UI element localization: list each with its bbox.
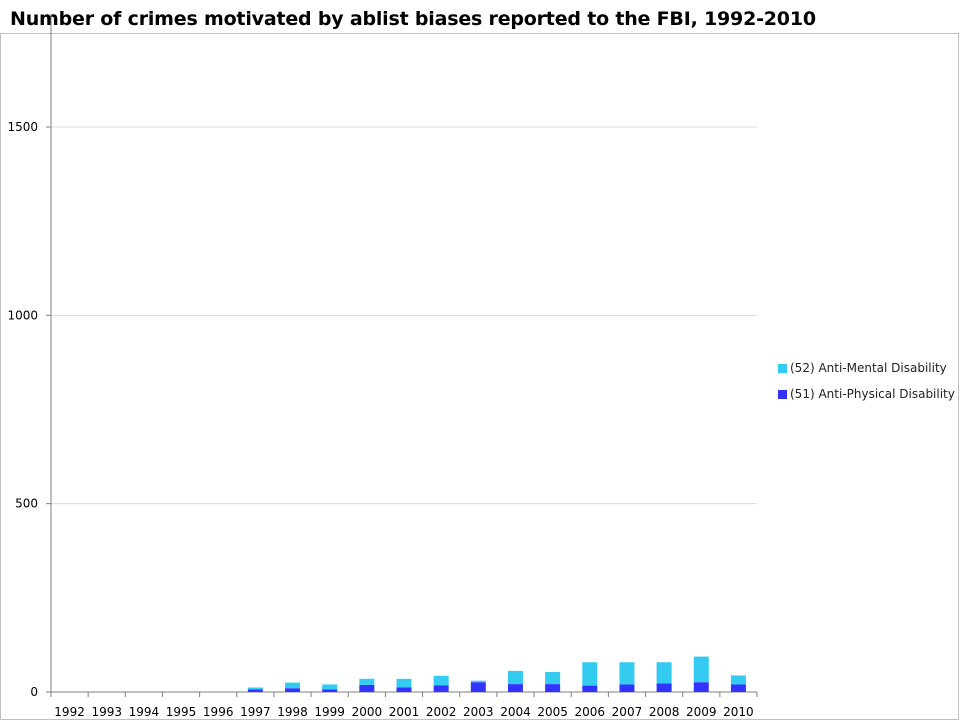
- bar-2001-series-1: [396, 678, 412, 688]
- bar-2002-series-1: [433, 675, 449, 686]
- bar-1997-series-1: [247, 687, 263, 690]
- x-tick-label-2003: 2003: [463, 705, 494, 719]
- bar-2005-series-1: [545, 672, 561, 685]
- bar-2008-series-1: [656, 662, 672, 684]
- x-tick-label-2005: 2005: [537, 705, 568, 719]
- bar-2007-series-0: [619, 684, 635, 692]
- bar-1999-series-0: [322, 689, 338, 692]
- y-tick-label-1500: 1500: [7, 120, 38, 134]
- legend-label-mental: (52) Anti-Mental Disability: [790, 361, 947, 375]
- x-tick-label-2009: 2009: [686, 705, 717, 719]
- bar-2005-series-0: [545, 684, 561, 692]
- y-tick-label-0: 0: [30, 685, 38, 699]
- bar-2003-series-0: [470, 682, 486, 692]
- bar-2004-series-1: [507, 670, 523, 685]
- bar-2002-series-0: [433, 685, 449, 692]
- bar-2006-series-0: [582, 685, 598, 692]
- legend: (52) Anti-Mental Disability (51) Anti-Ph…: [778, 360, 955, 412]
- legend-swatch-mental: [778, 363, 787, 373]
- x-tick-label-1995: 1995: [166, 705, 197, 719]
- y-tick-label-1000: 1000: [7, 308, 38, 322]
- legend-swatch-physical: [778, 389, 787, 399]
- x-tick-label-1992: 1992: [54, 705, 85, 719]
- legend-label-physical: (51) Anti-Physical Disability: [790, 387, 955, 401]
- bar-1997-series-0: [247, 689, 263, 692]
- bar-2006-series-1: [582, 662, 598, 686]
- bar-2007-series-1: [619, 662, 635, 685]
- x-tick-label-2008: 2008: [649, 705, 680, 719]
- bar-2000-series-0: [359, 684, 375, 692]
- bar-1998-series-1: [285, 682, 301, 689]
- legend-item-mental: (52) Anti-Mental Disability: [778, 360, 955, 376]
- bar-2010-series-1: [730, 675, 746, 685]
- bar-2009-series-0: [693, 682, 709, 692]
- bar-2009-series-1: [693, 656, 709, 683]
- x-tick-label-2006: 2006: [575, 705, 606, 719]
- x-tick-label-2002: 2002: [426, 705, 457, 719]
- bar-2010-series-0: [730, 684, 746, 692]
- bar-2003-series-1: [470, 680, 486, 683]
- x-tick-label-1999: 1999: [314, 705, 345, 719]
- x-tick-label-1993: 1993: [91, 705, 122, 719]
- x-tick-label-2004: 2004: [500, 705, 531, 719]
- legend-item-physical: (51) Anti-Physical Disability: [778, 386, 955, 402]
- chart-title: Number of crimes motivated by ablist bia…: [10, 8, 816, 30]
- bar-1998-series-0: [285, 688, 301, 692]
- bar-1999-series-1: [322, 684, 338, 690]
- bar-2001-series-0: [396, 687, 412, 692]
- x-tick-label-1994: 1994: [129, 705, 160, 719]
- x-tick-label-2007: 2007: [612, 705, 643, 719]
- x-tick-label-1998: 1998: [277, 705, 308, 719]
- bar-2000-series-1: [359, 678, 375, 685]
- y-tick-label-500: 500: [15, 497, 38, 511]
- x-tick-label-2010: 2010: [723, 705, 754, 719]
- x-tick-label-2000: 2000: [352, 705, 383, 719]
- x-tick-label-1997: 1997: [240, 705, 271, 719]
- bar-2004-series-0: [507, 684, 523, 692]
- bar-2008-series-0: [656, 683, 672, 692]
- x-tick-label-2001: 2001: [389, 705, 420, 719]
- x-tick-label-1996: 1996: [203, 705, 234, 719]
